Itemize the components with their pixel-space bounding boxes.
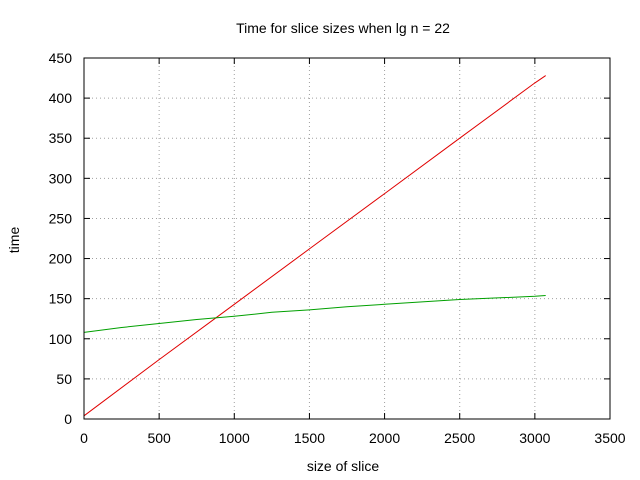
x-tick-label: 2500 [444,430,475,446]
y-tick-label: 150 [49,291,73,307]
y-axis-label: time [6,227,22,254]
y-tick-label: 250 [49,210,73,226]
x-tick-label: 500 [147,430,171,446]
series-line-2 [83,295,546,333]
y-tick-label: 300 [49,170,73,186]
series-line-1 [83,75,546,417]
y-tick-label: 350 [49,130,73,146]
y-tick-label: 200 [49,251,73,267]
ticks: 0 500 1000 1500 2000 2500 3000 3500 0 50 100 150 200… [49,50,626,446]
x-tick-label: 3000 [519,430,550,446]
x-tick-label: 2000 [369,430,400,446]
y-tick-label: 450 [49,50,73,66]
y-tick-label: 50 [56,371,72,387]
x-tick-label: 0 [80,430,88,446]
x-axis-label: size of slice [307,458,380,474]
x-tick-label: 3500 [594,430,625,446]
plot-frame [83,57,611,420]
series-group [83,75,546,417]
y-tick-label: 100 [49,331,73,347]
grid [84,58,610,419]
x-tick-label: 1500 [294,430,325,446]
y-tick-label: 400 [49,90,73,106]
y-tick-label: 0 [64,411,72,427]
x-tick-label: 1000 [219,430,250,446]
chart-title: Time for slice sizes when lg n = 22 [236,20,450,36]
